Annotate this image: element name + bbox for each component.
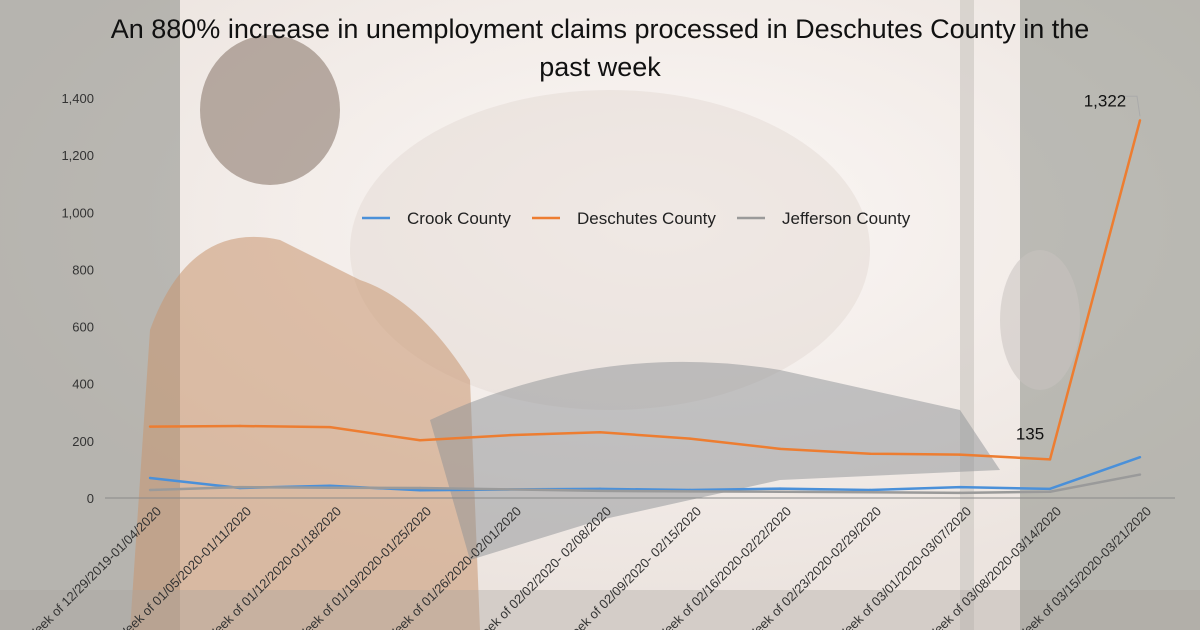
data-point-jefferson-county <box>418 486 422 490</box>
legend-label: Deschutes County <box>577 209 716 228</box>
y-axis: 0 200 400 600 800 1,000 1,200 1,400 <box>61 91 94 506</box>
data-point-deschutes-county <box>598 431 602 434</box>
data-point-crook-county <box>148 476 152 480</box>
data-point-jefferson-county <box>1048 490 1052 493</box>
data-point-jefferson-county <box>508 488 512 491</box>
data-point-crook-county <box>958 485 962 489</box>
data-point-deschutes-county <box>1138 119 1142 122</box>
y-tick-label: 1,000 <box>61 205 94 220</box>
data-point-crook-county <box>328 484 332 487</box>
y-tick-label: 200 <box>72 434 94 449</box>
data-point-crook-county <box>418 489 422 492</box>
data-point-jefferson-county <box>688 490 692 493</box>
data-point-jefferson-county <box>868 491 872 494</box>
y-tick-label: 400 <box>72 377 94 392</box>
data-label: 1,322 <box>1084 91 1127 110</box>
data-point-deschutes-county <box>958 453 962 456</box>
plot-area <box>148 119 1142 495</box>
legend-item-deschutes-county[interactable]: Deschutes County <box>532 209 716 228</box>
data-point-deschutes-county <box>508 433 512 437</box>
series-line-crook-county <box>149 455 1141 492</box>
y-tick-label: 1,200 <box>61 148 94 163</box>
data-point-jefferson-county <box>958 491 962 495</box>
data-point-crook-county <box>1138 455 1142 459</box>
y-tick-label: 0 <box>87 491 94 506</box>
legend-label: Crook County <box>407 209 511 228</box>
series-line-deschutes-county <box>149 119 1142 461</box>
data-point-deschutes-county <box>148 425 152 428</box>
data-point-jefferson-county <box>328 486 332 489</box>
data-point-crook-county <box>778 487 782 490</box>
data-point-crook-county <box>868 488 872 492</box>
data-point-jefferson-county <box>778 490 782 493</box>
data-point-crook-county <box>1048 487 1052 491</box>
data-point-jefferson-county <box>1138 473 1142 476</box>
data-point-deschutes-county <box>238 424 242 428</box>
y-tick-label: 800 <box>72 262 94 277</box>
data-point-deschutes-county <box>418 439 422 442</box>
data-labels: 135 1,322 <box>1016 91 1141 443</box>
data-point-deschutes-county <box>688 437 692 440</box>
data-point-jefferson-county <box>598 489 602 493</box>
data-point-deschutes-county <box>328 425 332 429</box>
legend-item-jefferson-county[interactable]: Jefferson County <box>737 209 911 228</box>
legend[interactable]: Crook County Deschutes County Jefferson Co… <box>362 209 911 228</box>
data-label-leader <box>1125 95 1141 117</box>
data-point-deschutes-county <box>1048 458 1052 461</box>
data-point-jefferson-county <box>238 485 242 489</box>
series-line-jefferson-county <box>149 473 1141 495</box>
chart-title: An 880% increase in unemployment claims … <box>110 14 1090 82</box>
data-point-deschutes-county <box>778 447 782 451</box>
data-label: 135 <box>1016 424 1044 443</box>
data-point-jefferson-county <box>148 488 152 492</box>
y-tick-label: 1,400 <box>61 91 94 106</box>
legend-label: Jefferson County <box>782 209 911 228</box>
y-tick-label: 600 <box>72 320 94 335</box>
legend-item-crook-county[interactable]: Crook County <box>362 209 511 228</box>
data-point-crook-county <box>598 487 602 491</box>
data-point-deschutes-county <box>868 452 872 455</box>
